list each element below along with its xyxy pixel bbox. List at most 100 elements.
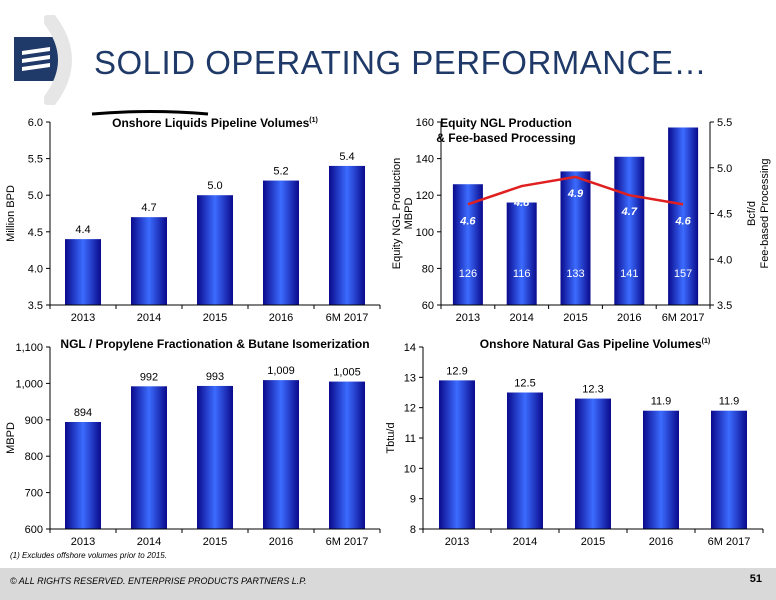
bar xyxy=(329,381,365,529)
bar xyxy=(560,171,591,305)
bar xyxy=(452,184,483,305)
y-tick-label: 1,100 xyxy=(15,342,43,354)
chart-title-footnote-marker: (1) xyxy=(309,117,318,124)
chart-title: NGL / Propylene Fractionation & Butane I… xyxy=(60,337,369,351)
line-value-label: 4.9 xyxy=(567,188,584,200)
bar-value-label: 1,005 xyxy=(333,367,361,379)
footnote: (1) Excludes offshore volumes prior to 2… xyxy=(10,551,167,560)
y-tick-label: 4.5 xyxy=(28,227,43,239)
bar-value-label: 993 xyxy=(206,371,224,383)
bar xyxy=(614,156,645,305)
y2-axis-label: Bcf/d xyxy=(746,201,758,226)
bar-value-label: 4.7 xyxy=(141,202,156,214)
bar-value-label: 1,009 xyxy=(267,365,295,377)
chart-fractionation: 894 992 993 1,009 1,005 600 700 800 900 1,000 1,10… xyxy=(0,335,390,557)
chart-title: Equity NGL Production xyxy=(440,116,572,130)
bar xyxy=(507,392,543,529)
chart-fractionation-svg: 894 992 993 1,009 1,005 600 700 800 900 1,000 1,10… xyxy=(5,337,381,548)
x-tick-label: 2013 xyxy=(71,312,95,324)
bar-value-label: 141 xyxy=(620,268,638,280)
bar-value-label: 5.0 xyxy=(207,180,222,192)
bar xyxy=(575,398,611,529)
y2-tick-label: 3.5 xyxy=(717,300,732,312)
logo-wave-icon xyxy=(22,47,50,71)
copyright-text: © ALL RIGHTS RESERVED. ENTERPRISE PRODUC… xyxy=(10,576,307,586)
x-tick-label: 2015 xyxy=(581,536,605,548)
y-tick-label: 140 xyxy=(416,154,434,166)
x-tick-label: 2014 xyxy=(513,536,537,548)
bar xyxy=(329,165,365,305)
y-axis-label: MBPD xyxy=(5,422,17,454)
y-tick-label: 3.5 xyxy=(28,300,43,312)
footer-bar xyxy=(0,568,776,600)
x-tick-label: 2016 xyxy=(269,312,293,324)
x-tick-label: 2014 xyxy=(137,312,161,324)
y-axis-label-line2: MBPD xyxy=(403,198,415,230)
bar-value-label: 157 xyxy=(674,268,692,280)
y-tick-label: 800 xyxy=(25,451,43,463)
bar xyxy=(439,380,475,529)
x-tick-label: 2016 xyxy=(649,536,673,548)
bar-value-label: 12.3 xyxy=(582,384,603,396)
x-tick-label: 6M 2017 xyxy=(708,536,751,548)
y-tick-label: 80 xyxy=(422,263,434,275)
y-tick-label: 700 xyxy=(25,488,43,500)
y-tick-label: 5.5 xyxy=(28,154,43,166)
slide-title: SOLID OPERATING PERFORMANCE… xyxy=(94,44,707,81)
bar-value-label: 5.2 xyxy=(273,166,288,178)
line-series-fee-based xyxy=(467,175,684,206)
x-tick-label: 2016 xyxy=(269,536,293,548)
y-tick-label: 8 xyxy=(410,524,416,536)
y-tick-label: 4.0 xyxy=(28,263,43,275)
bar xyxy=(643,410,679,529)
x-tick-label: 2013 xyxy=(445,536,469,548)
y-tick-label: 160 xyxy=(416,117,434,129)
bar xyxy=(711,410,747,529)
bar xyxy=(131,217,167,305)
bar-value-label: 992 xyxy=(140,371,158,383)
x-tick-label: 2013 xyxy=(71,536,95,548)
chart-equity-ngl: 126 116 133 141 157 60 80 100 120 140 160 2013 2014 2… xyxy=(388,112,776,334)
x-tick-label: 6M 2017 xyxy=(326,536,369,548)
y-tick-label: 12 xyxy=(404,403,416,415)
x-tick-label: 6M 2017 xyxy=(326,312,369,324)
bar-value-label: 4.4 xyxy=(75,224,90,236)
y-tick-label: 13 xyxy=(404,372,416,384)
chart-title-footnote-marker: (1) xyxy=(702,338,711,345)
x-tick-label: 6M 2017 xyxy=(662,312,705,324)
chart-natural-gas-svg: 12.9 12.5 12.3 11.9 11.9 8 9 10 11 12 13 14 2013 2014… xyxy=(385,337,764,548)
bar xyxy=(131,386,167,529)
y2-tick-label: 5.5 xyxy=(717,117,732,129)
line-value-label: 4.7 xyxy=(621,206,638,218)
company-logo xyxy=(14,37,58,81)
bar xyxy=(263,380,299,529)
bar-value-label: 12.5 xyxy=(514,378,535,390)
logo-arc-decoration xyxy=(44,15,72,105)
chart-natural-gas: 12.9 12.5 12.3 11.9 11.9 8 9 10 11 12 13 14 2013 2014… xyxy=(380,335,776,557)
y2-tick-label: 4.5 xyxy=(717,209,732,221)
line-value-label: 4.6 xyxy=(459,215,476,227)
x-tick-label: 2013 xyxy=(456,312,480,324)
bar xyxy=(197,195,233,305)
y-tick-label: 600 xyxy=(25,524,43,536)
bar-value-label: 133 xyxy=(566,268,584,280)
y-tick-label: 1,000 xyxy=(15,378,43,390)
y-tick-label: 14 xyxy=(404,342,416,354)
bar xyxy=(197,385,233,529)
y-tick-label: 100 xyxy=(416,227,434,239)
y2-axis-label-line2: Fee-based Processing xyxy=(759,158,771,268)
bar-value-label: 5.4 xyxy=(339,151,354,163)
y-tick-label: 60 xyxy=(422,300,434,312)
y2-tick-label: 5.0 xyxy=(717,163,732,175)
y-tick-label: 10 xyxy=(404,463,416,475)
y-tick-label: 9 xyxy=(410,494,416,506)
y-axis-label: Tbtu/d xyxy=(385,422,397,453)
y-axis-label: Million BPD xyxy=(5,185,17,242)
chart-liquids-pipeline-svg: 4.4 4.7 5.0 5.2 5.4 3.5 4.0 4.5 5.0 5.5 6.0 2013 201… xyxy=(5,110,381,324)
bar-value-label: 11.9 xyxy=(651,396,672,408)
chart-title-line2: & Fee-based Processing xyxy=(436,131,575,145)
x-tick-label: 2014 xyxy=(509,312,533,324)
line-value-label: 4.8 xyxy=(513,197,530,209)
bar xyxy=(65,239,101,305)
y-tick-label: 120 xyxy=(416,190,434,202)
